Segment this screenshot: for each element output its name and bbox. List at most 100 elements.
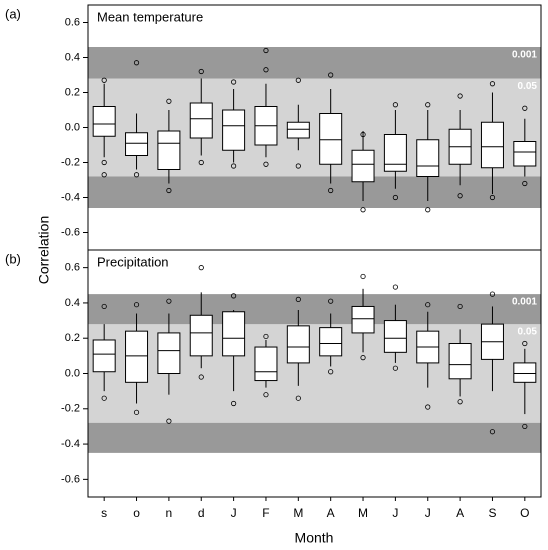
box <box>222 311 246 357</box>
outlier <box>166 187 172 194</box>
outlier <box>231 293 237 299</box>
y-tick-label: -0.4 <box>61 438 80 450</box>
box <box>416 139 440 177</box>
y-tick-label: 0.6 <box>65 262 80 274</box>
band-label: 0.05 <box>518 81 538 92</box>
y-tick-label: -0.2 <box>61 156 80 168</box>
y-tick-label: 0.4 <box>65 297 80 309</box>
x-axis-label: Month <box>295 530 334 546</box>
outlier <box>295 77 301 83</box>
outlier <box>166 298 172 304</box>
outlier <box>101 303 107 310</box>
x-tick-label: M <box>293 506 303 520</box>
outlier <box>328 187 334 194</box>
box <box>189 314 213 357</box>
outlier <box>457 93 463 99</box>
y-tick-label: -0.4 <box>61 191 80 203</box>
panel-label: (a) <box>5 6 21 21</box>
outlier <box>425 404 431 410</box>
outlier <box>263 333 269 340</box>
x-tick-label: n <box>166 506 173 520</box>
outlier <box>198 159 204 166</box>
outlier <box>295 296 301 302</box>
y-tick-label: -0.6 <box>61 473 80 485</box>
outlier <box>425 207 431 213</box>
outlier <box>522 105 528 111</box>
box <box>254 346 278 382</box>
y-tick-label: 0.6 <box>65 16 80 28</box>
y-tick-label: 0.2 <box>65 332 80 344</box>
outlier <box>425 302 431 308</box>
box <box>189 102 213 139</box>
box <box>319 113 343 165</box>
panel-title: Mean temperature <box>97 9 203 24</box>
x-tick-label: J <box>231 506 237 520</box>
outlier <box>425 102 431 108</box>
outlier <box>101 77 107 83</box>
outlier <box>489 81 496 87</box>
outlier <box>198 374 204 380</box>
x-tick-label: S <box>488 506 496 520</box>
y-tick-label: -0.2 <box>61 403 80 415</box>
outlier <box>360 355 366 361</box>
box <box>513 362 537 383</box>
outlier <box>328 369 334 375</box>
x-tick-label: s <box>101 506 107 520</box>
x-tick-label: F <box>262 506 269 520</box>
outlier <box>328 72 334 78</box>
outlier <box>392 102 398 108</box>
band-label: 0.001 <box>512 50 537 61</box>
outlier <box>295 395 301 401</box>
box <box>351 305 375 334</box>
box <box>92 339 116 373</box>
x-tick-label: d <box>198 506 205 520</box>
outlier <box>231 163 237 169</box>
outlier <box>263 67 269 73</box>
outlier <box>392 284 398 290</box>
band-label: 0.05 <box>518 327 538 338</box>
outlier <box>457 303 463 310</box>
outlier <box>295 163 301 169</box>
box <box>383 320 407 353</box>
box <box>513 141 537 167</box>
outlier <box>133 172 140 178</box>
outlier <box>522 340 528 347</box>
outlier <box>392 365 398 371</box>
y-tick-label: -0.6 <box>61 226 80 238</box>
outlier <box>522 423 528 430</box>
outlier <box>360 273 366 280</box>
outlier <box>489 429 496 435</box>
box <box>157 130 181 170</box>
significance-band <box>88 324 541 423</box>
x-tick-label: O <box>520 506 529 520</box>
panel-title: Precipitation <box>97 254 169 269</box>
outlier <box>133 409 140 415</box>
outlier <box>522 180 528 187</box>
outlier <box>489 291 496 297</box>
band-label: 0.001 <box>512 297 537 308</box>
outlier <box>133 302 140 308</box>
outlier <box>328 298 334 304</box>
box <box>448 343 472 380</box>
outlier <box>198 68 204 75</box>
y-axis-label: Correlation <box>36 216 52 284</box>
x-tick-label: M <box>358 506 368 520</box>
outlier <box>360 207 366 213</box>
y-tick-label: 0.2 <box>65 86 80 98</box>
outlier <box>198 265 204 271</box>
panel-label: (b) <box>5 251 21 266</box>
box <box>319 327 343 357</box>
outlier <box>457 399 463 405</box>
box <box>480 121 504 169</box>
outlier <box>360 131 366 138</box>
box <box>157 332 181 374</box>
outlier <box>101 172 107 178</box>
outlier <box>166 418 172 424</box>
outlier <box>231 400 237 407</box>
y-tick-label: 0.0 <box>65 367 80 379</box>
box <box>125 132 149 156</box>
x-tick-label: J <box>392 506 398 520</box>
outlier <box>101 395 107 401</box>
outlier <box>166 98 172 104</box>
x-tick-label: J <box>425 506 431 520</box>
